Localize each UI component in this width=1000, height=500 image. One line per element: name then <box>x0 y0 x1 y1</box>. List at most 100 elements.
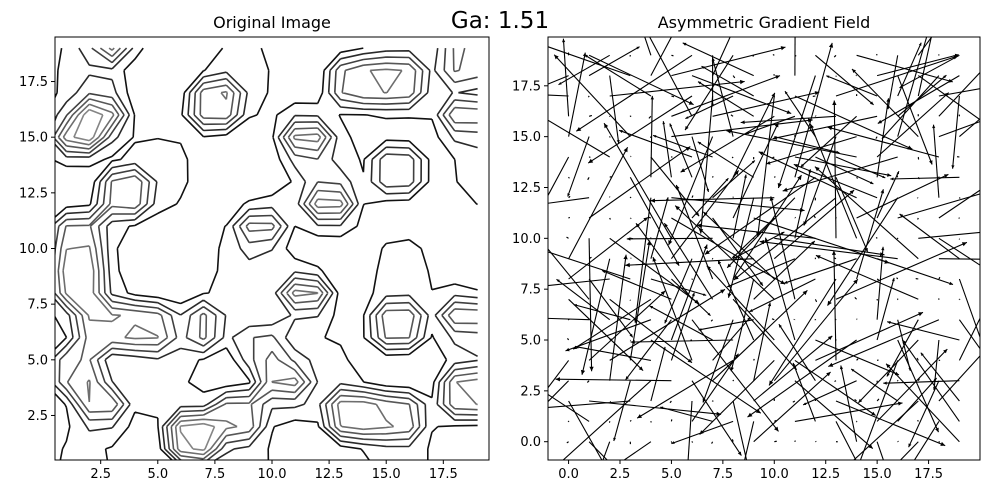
quiver-arrow <box>794 95 913 150</box>
quiver-arrow <box>608 421 611 423</box>
quiver-arrow <box>650 37 673 76</box>
quiver-arrow <box>548 317 590 321</box>
quiver-arrow <box>749 278 816 313</box>
quiver-arrow <box>609 75 620 144</box>
quiver-arrow <box>959 118 980 138</box>
quiver-arrow <box>774 419 777 422</box>
contour-level-line <box>73 108 216 451</box>
quiver-arrow <box>558 54 610 86</box>
quiver-y-axis: 0.0 2.5 5.0 7.5 10.0 12.5 15.0 17.5 <box>512 79 548 450</box>
quiver-x-axis: 0.0 2.5 5.0 7.5 10.0 12.5 15.0 17.5 <box>558 460 943 482</box>
quiver-arrow <box>711 257 714 260</box>
quiver-arrow <box>629 196 632 199</box>
quiver-arrow <box>671 54 674 57</box>
contour-panel: Original Image 2.5 5.0 7.5 10.0 12.5 15.0 17.5… <box>19 13 490 482</box>
quiver-arrow <box>712 37 731 76</box>
quiver-arrow <box>568 147 629 259</box>
y-tick-label: 2.5 <box>520 384 541 399</box>
quiver-arrow <box>876 53 878 56</box>
quiver-arrow <box>567 52 570 56</box>
quiver-arrow <box>933 339 940 391</box>
quiver-arrow <box>834 380 837 382</box>
quiver-arrow <box>567 136 590 197</box>
quiver-arrow <box>856 189 885 280</box>
quiver-arrow <box>629 115 632 118</box>
quiver-arrow <box>793 318 796 321</box>
quiver-arrow <box>548 360 570 389</box>
quiver-arrow <box>625 258 754 268</box>
quiver-arrow <box>671 75 781 117</box>
quiver-arrow <box>876 359 879 361</box>
quiver-arrow <box>548 251 631 280</box>
quiver-arrow <box>730 278 755 372</box>
quiver-arrow <box>609 176 612 178</box>
quiver-arrow <box>671 156 673 158</box>
quiver-arrow <box>782 156 898 192</box>
quiver-arrow <box>897 193 980 219</box>
quiver-arrow <box>587 177 590 181</box>
quiver-title: Asymmetric Gradient Field <box>658 13 871 32</box>
quiver-arrow <box>732 231 785 260</box>
x-tick-label: 12.5 <box>315 467 344 482</box>
quiver-arrow <box>609 79 745 97</box>
quiver-arrow <box>897 440 899 443</box>
quiver-arrow <box>696 223 816 239</box>
quiver-arrow <box>562 38 570 117</box>
quiver-arrow <box>897 339 940 433</box>
quiver-arrow <box>913 421 940 460</box>
quiver-arrow <box>753 358 755 361</box>
quiver-arrow <box>813 215 816 219</box>
quiver-arrow <box>856 54 953 83</box>
quiver-arrow <box>897 75 933 165</box>
quiver-arrow <box>691 136 710 193</box>
quiver-arrow <box>855 94 858 97</box>
quiver-arrow <box>562 380 652 460</box>
quiver-arrow <box>691 75 792 115</box>
quiver-arrow <box>566 236 569 239</box>
quiver-arrow <box>794 216 797 219</box>
quiver-arrow <box>854 398 857 402</box>
quiver-arrow <box>747 339 857 418</box>
quiver-arrow <box>814 318 817 321</box>
quiver-arrow <box>732 400 748 460</box>
quiver-arrow <box>629 441 631 445</box>
quiver-arrow <box>814 299 818 303</box>
quiver-arrow <box>633 197 652 323</box>
quiver-panel: Asymmetric Gradient Field 0.0 2.5 5.0 7.5 10… <box>512 13 981 482</box>
quiver-arrow <box>629 339 632 342</box>
quiver-arrow <box>938 189 980 219</box>
quiver-arrow <box>662 121 672 178</box>
quiver-arrow <box>712 217 764 287</box>
quiver-arrow <box>856 173 949 219</box>
quiver-arrow <box>917 378 920 381</box>
contour-level-line <box>55 47 478 460</box>
contour-x-axis: 2.5 5.0 7.5 10.0 12.5 15.0 17.5 <box>90 460 458 482</box>
quiver-arrow <box>855 74 858 77</box>
quiver-arrow <box>697 141 754 178</box>
quiver-arrow <box>587 95 590 98</box>
quiver-arrow <box>671 46 786 77</box>
quiver-arrow <box>814 257 817 260</box>
quiver-arrow <box>772 156 775 159</box>
quiver-arrow <box>629 419 632 422</box>
quiver-arrow <box>938 88 980 97</box>
quiver-arrow <box>773 176 776 178</box>
quiver-arrow <box>815 339 900 376</box>
quiver-arrow <box>835 441 838 443</box>
quiver-arrow <box>548 156 570 197</box>
quiver-arrow <box>876 348 948 422</box>
quiver-arrow <box>710 319 714 322</box>
quiver-arrow <box>548 278 610 287</box>
quiver-arrow <box>691 278 693 280</box>
quiver-arrow <box>814 115 817 117</box>
quiver-arrow <box>958 197 961 199</box>
quiver-arrow <box>732 379 735 382</box>
quiver-arrow <box>827 197 899 306</box>
quiver-arrow <box>671 118 813 138</box>
y-tick-label: 10.0 <box>19 242 48 257</box>
quiver-arrow <box>831 250 837 361</box>
quiver-arrow <box>602 441 611 460</box>
quiver-arrow <box>586 380 590 383</box>
quiver-arrow <box>753 371 831 443</box>
quiver-arrow <box>691 177 729 219</box>
